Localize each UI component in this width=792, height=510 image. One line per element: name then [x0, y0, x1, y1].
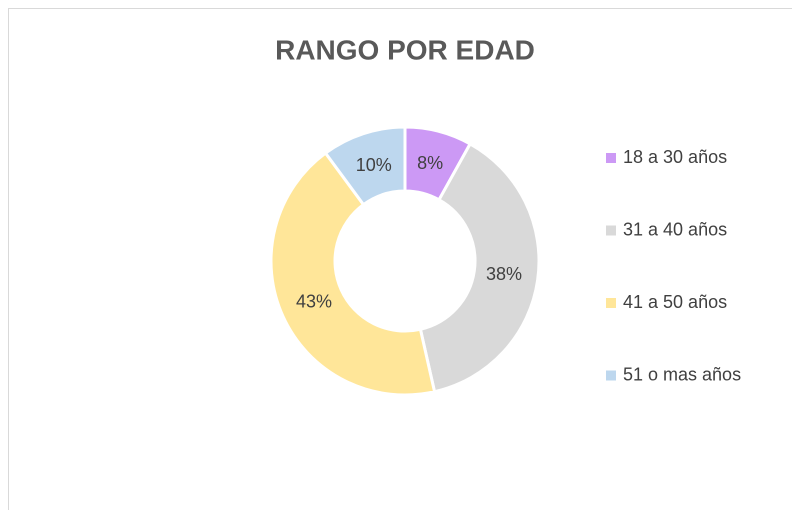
data-label: 8% — [417, 153, 443, 173]
data-label: 38% — [486, 264, 522, 284]
percent-sign: % — [376, 155, 392, 175]
legend-label: 18 a 30 años — [623, 147, 727, 167]
data-label-value: 43 — [296, 291, 316, 311]
data-label-value: 10 — [356, 155, 376, 175]
chart-title: RANGO POR EDAD — [275, 34, 535, 65]
legend-swatch — [606, 370, 616, 381]
percent-sign: % — [316, 291, 332, 311]
percent-sign: % — [427, 153, 443, 173]
data-label: 10% — [356, 155, 392, 175]
legend-label: 51 o mas años — [623, 364, 741, 384]
data-label-value: 38 — [486, 264, 506, 284]
legend-label: 31 a 40 años — [623, 219, 727, 239]
data-label-value: 8 — [417, 153, 427, 173]
legend-swatch — [606, 153, 616, 163]
donut-slice — [269, 150, 437, 397]
donut-slice — [323, 125, 407, 207]
chart-border — [8, 8, 792, 510]
legend-swatch — [606, 225, 616, 236]
legend-swatch — [606, 298, 616, 308]
donut-slice — [418, 141, 541, 394]
legend-label: 41 a 50 años — [623, 292, 727, 312]
data-label: 43% — [296, 291, 332, 311]
percent-sign: % — [506, 264, 522, 284]
